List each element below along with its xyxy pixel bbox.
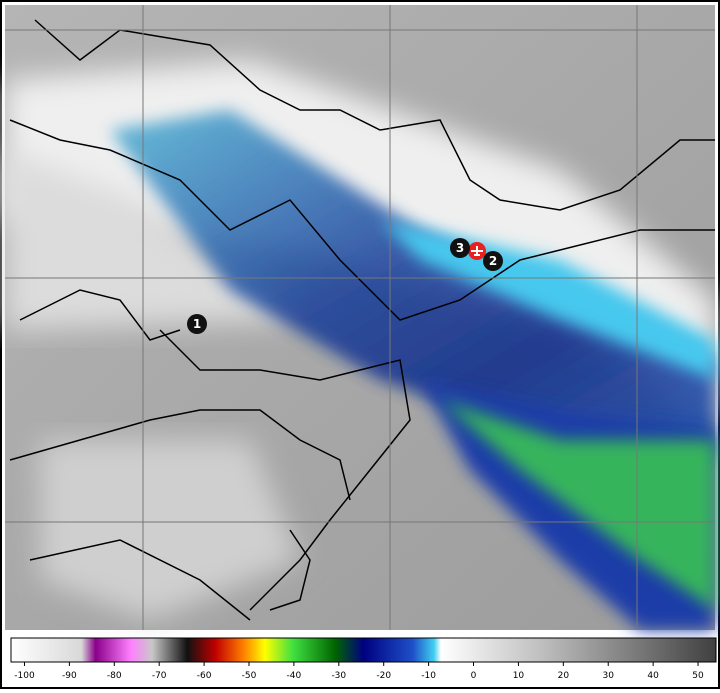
colorbar-label: 40 (647, 671, 659, 681)
marker-label: 2 (489, 254, 497, 268)
colorbar-label: -60 (197, 671, 212, 681)
colorbar-label: -40 (287, 671, 302, 681)
marker-label: 1 (193, 317, 201, 331)
marker-dot (187, 314, 207, 334)
colorbar-label: -30 (331, 671, 346, 681)
colorbar-label: -10 (421, 671, 436, 681)
colorbar-label: 20 (558, 671, 570, 681)
colorbar-label: -20 (376, 671, 391, 681)
colorbar-label: -80 (107, 671, 122, 681)
colorbar-label: -90 (62, 671, 77, 681)
colorbar-label: 30 (603, 671, 615, 681)
colorbar (10, 637, 717, 663)
colorbar-label: 0 (471, 671, 477, 681)
map (5, 5, 715, 630)
marker-dot (450, 238, 470, 258)
colorbar-label: 10 (513, 671, 525, 681)
marker-label: 3 (456, 241, 464, 255)
colorbar-label: -100 (14, 671, 35, 681)
colorbar-label: 50 (692, 671, 704, 681)
marker-dot (483, 251, 503, 271)
colorbar-label: -70 (152, 671, 167, 681)
colorbar-label: -50 (242, 671, 257, 681)
